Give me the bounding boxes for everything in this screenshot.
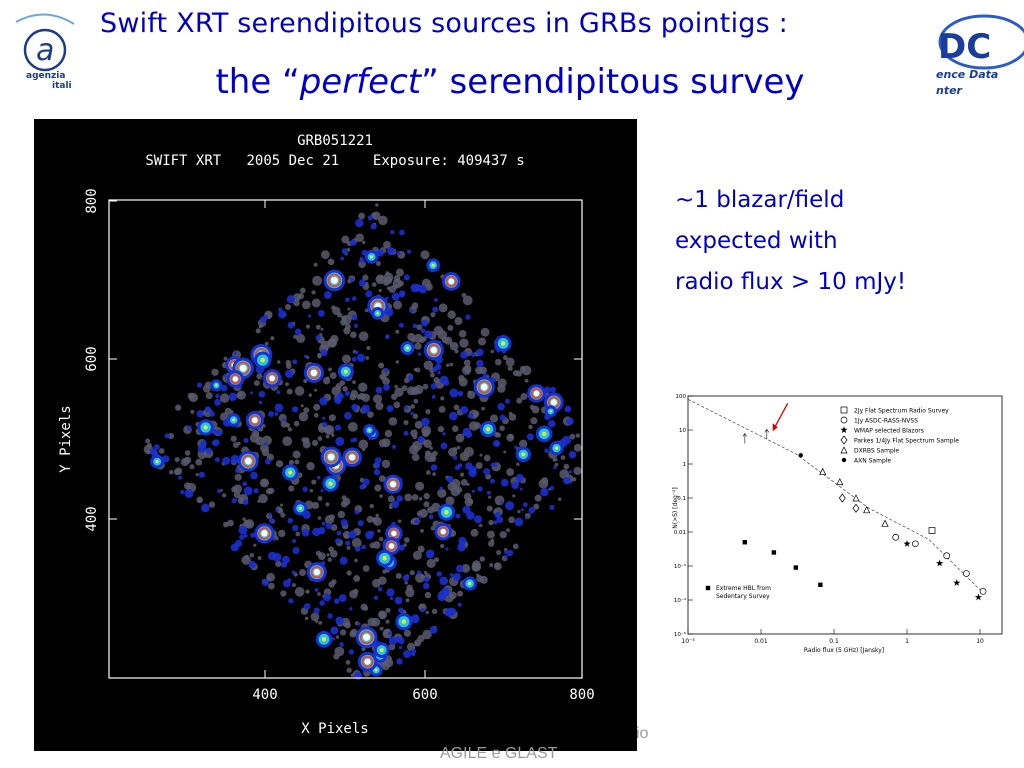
chart-data-point	[943, 552, 951, 560]
xrt-image-panel: GRB051221 SWIFT XRT 2005 Dec 21 Exposure…	[34, 119, 637, 751]
chart-y-tick-label: 10⁻⁵	[674, 631, 686, 638]
chart-data-point	[838, 493, 846, 503]
legend-marker	[840, 426, 848, 434]
legend-marker	[840, 446, 848, 454]
chart-upper-limit-arrow	[764, 428, 770, 440]
legend-label: 1Jy ASDC-RASS-NVSS	[854, 418, 918, 425]
svg-text:itali: itali	[52, 81, 72, 91]
y-axis-label: Y Pixels	[58, 405, 74, 472]
note-line: radio flux > 10 mJy!	[675, 269, 907, 295]
chart-data-point	[818, 582, 823, 587]
chart-data-point	[963, 570, 970, 577]
chart-data-point	[793, 565, 799, 570]
chart-data-point	[798, 453, 803, 458]
logn-logs-chart-panel: 10⁻³ 0.01 0.1 1 10 100 10 1 0.1 0.01 10⁻³ 10⁻⁴ 10⁻⁵ …	[668, 388, 1008, 660]
chart-x-tick-label: 10	[976, 638, 984, 645]
chart-data-point	[974, 593, 982, 601]
chart-data-point	[953, 579, 961, 586]
chart-x-tick-label: 1	[905, 638, 909, 645]
xrt-counts-image: GRB051221 SWIFT XRT 2005 Dec 21 Exposure…	[58, 133, 595, 737]
legend-marker	[840, 416, 848, 424]
x-axis-label: X Pixels	[301, 721, 368, 737]
legend-marker	[841, 457, 847, 463]
xrt-frame	[108, 199, 583, 679]
asdc-logo: DC ence Data nter	[936, 14, 1024, 97]
legend-label: Parkes 1/4Jy Flat Spectrum Sample	[854, 438, 959, 445]
chart-data-point	[819, 467, 827, 475]
svg-text:nter: nter	[936, 84, 963, 97]
footer-fragment: io	[636, 725, 649, 742]
note-line: ~1 blazar/field	[675, 187, 845, 213]
slide-title-line-1: Swift XRT serendipitous sources in GRBs …	[100, 8, 788, 39]
note-line: expected with	[675, 228, 838, 254]
red-arrow-annotation	[773, 402, 789, 430]
chart-y-tick-label: 10⁻⁴	[674, 597, 687, 604]
chart-data-point	[836, 477, 844, 486]
chart-y-tick-label: 0.01	[674, 530, 686, 536]
legend-marker	[840, 406, 848, 414]
x-tick-label: 600	[412, 687, 437, 703]
asi-logo: a agenzia itali	[15, 13, 75, 91]
red-arrow-head	[772, 423, 778, 432]
chart-data-point	[742, 540, 748, 545]
chart-data-point	[892, 533, 900, 541]
footer-subtitle: AGILE e GLAST	[440, 745, 558, 762]
svg-text:ence Data: ence Data	[936, 68, 998, 81]
chart-trend-line	[687, 398, 981, 591]
chart-data-point	[979, 587, 987, 595]
chart-y-tick-label: 1	[683, 462, 687, 468]
chart-data-point	[881, 519, 889, 527]
y-tick-label: 800	[84, 188, 100, 213]
chart-y-tick-label: 10⁻³	[674, 563, 686, 570]
chart-y-tick-label: 0.1	[677, 496, 686, 502]
xrt-header-details: SWIFT XRT 2005 Dec 21 Exposure: 409437 s	[145, 153, 524, 169]
chart-y-label: N(>S) [deg⁻²]	[672, 487, 679, 528]
chart-x-tick-label: 0.01	[754, 638, 768, 645]
chart-data-point	[852, 503, 860, 513]
legend-label: WMAP selected Blazors	[854, 428, 924, 435]
svg-text:a: a	[36, 33, 54, 68]
chart-upper-limit-arrow	[742, 432, 748, 444]
xrt-header-object: GRB051221	[297, 133, 373, 149]
y-tick-label: 400	[84, 506, 100, 531]
legend-label: DXRBS Sample	[854, 448, 899, 455]
chart-data-point	[903, 540, 911, 547]
chart-y-tick-label: 10	[679, 428, 686, 434]
y-tick-label: 600	[84, 346, 100, 371]
blazar-expectation-note: ~1 blazar/field expected with radio flux…	[675, 180, 975, 303]
chart-y-tick-label: 100	[676, 394, 687, 400]
legend-marker	[705, 585, 711, 591]
legend-marker	[840, 435, 848, 445]
slide-title-line-2: the “perfect” serendipitous survey	[215, 62, 805, 102]
x-tick-label: 400	[252, 687, 277, 703]
chart-data-point	[936, 559, 944, 567]
chart-data-point	[863, 506, 871, 514]
chart-data-point	[771, 550, 777, 555]
chart-data-point	[852, 494, 860, 502]
legend-label: Sedentary Survey	[716, 593, 770, 600]
legend-label: AXN Sample	[854, 458, 891, 465]
x-tick-label: 800	[569, 687, 594, 703]
svg-text:agenzia: agenzia	[26, 71, 65, 81]
chart-x-tick-label: 0.1	[829, 638, 839, 645]
logn-logs-chart: 10⁻³ 0.01 0.1 1 101001010.10.0110⁻³10⁻⁴10⁻⁵ …	[672, 394, 1003, 654]
chart-frame	[687, 395, 1003, 635]
legend-label: 2Jy Flat Spectrum Radio Survey	[854, 408, 949, 415]
chart-x-tick-label: 10⁻³	[681, 638, 695, 645]
chart-data-point	[928, 527, 936, 534]
chart-x-label: Radio flux (5 GHz) [Jansky]	[804, 647, 884, 654]
svg-text:DC: DC	[938, 27, 991, 67]
legend-label: Extreme HBL from	[716, 585, 771, 592]
chart-data-point	[911, 540, 919, 548]
